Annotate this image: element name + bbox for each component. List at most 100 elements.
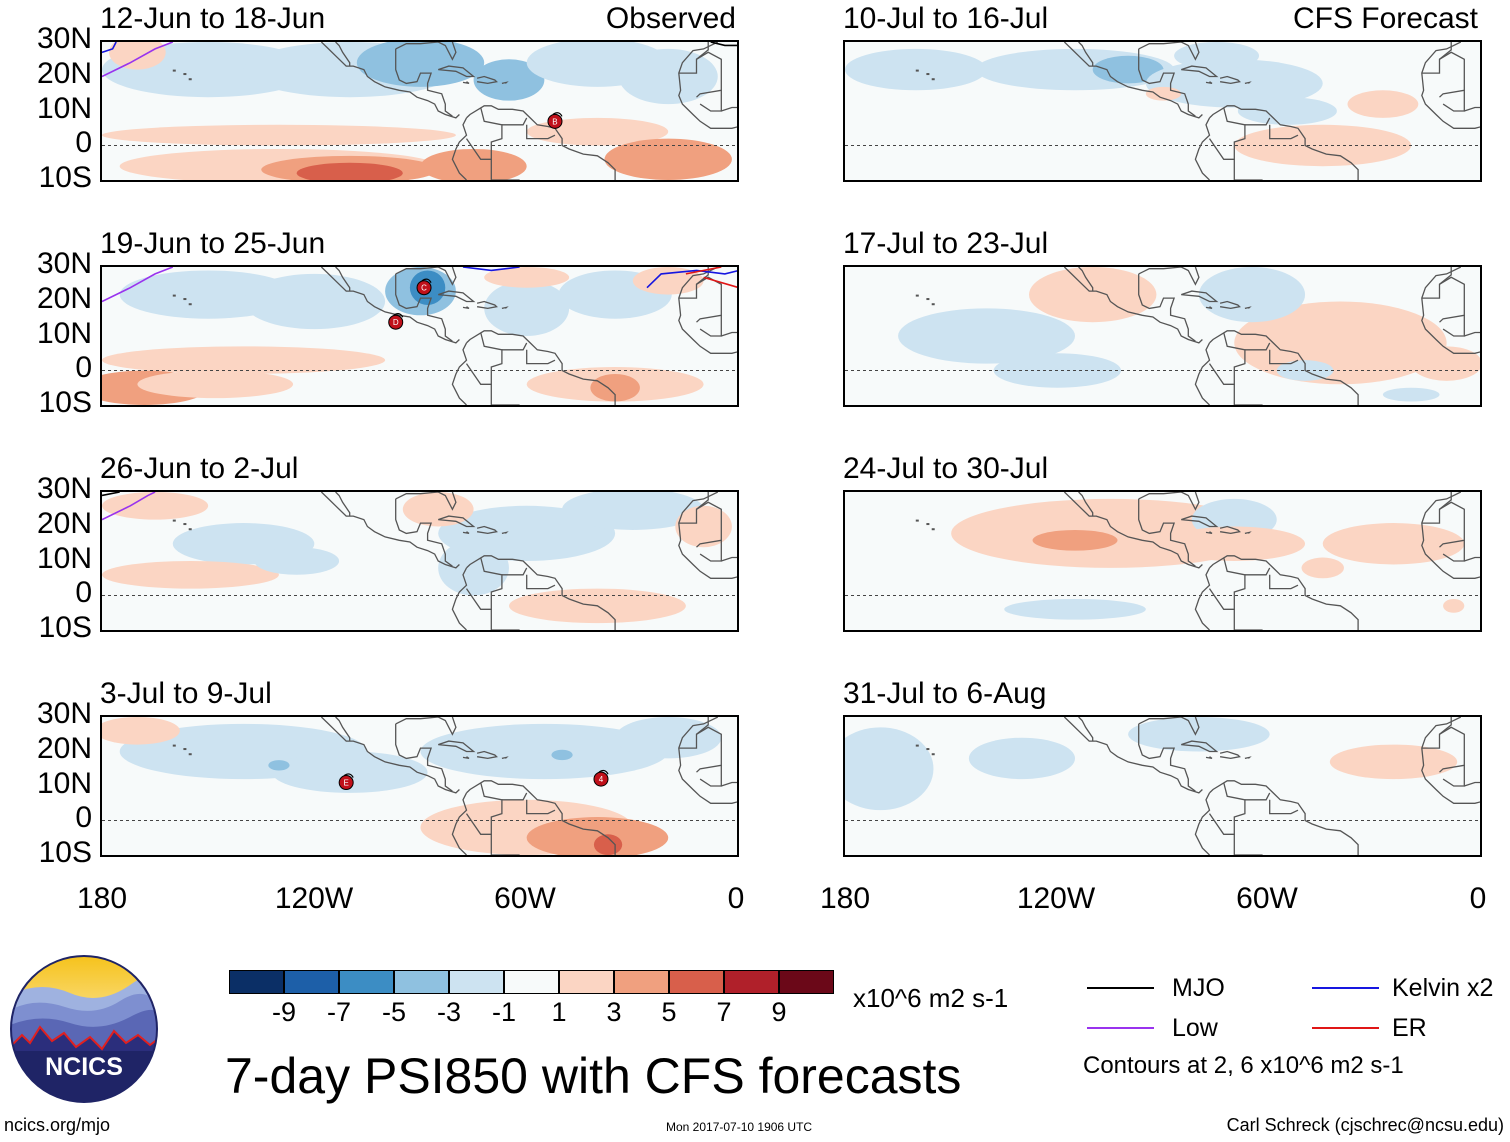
coastline [395,48,453,117]
psi850-map [845,492,1480,630]
coastline [1063,717,1203,794]
coastline [1138,717,1200,736]
lat-label: 20N [36,57,92,90]
panel-title: 10-Jul to 16-Jul [843,2,1049,35]
coastline [1439,717,1452,735]
panel-title: 26-Jun to 2-Jul [100,452,299,485]
anomaly-shading [420,148,527,180]
coastline [1208,107,1246,160]
anomaly-shading [420,723,669,780]
coastline [1205,306,1213,310]
forecast-map-panel [843,490,1482,632]
lat-label: 20N [36,282,92,315]
anomaly-shading [102,492,209,520]
forecast-map-panel [843,40,1482,182]
lon-label-right-180: 180 [819,882,871,915]
colorbar-tick-label: 3 [606,997,622,1027]
panel-title: 12-Jun to 18-Jun [100,2,326,35]
coastline [462,531,470,535]
coastline [320,267,460,344]
forecast-map-panel [843,715,1482,857]
coastline [1180,515,1219,528]
coastline [1244,756,1252,760]
anomaly-shading [618,48,718,105]
colorbar-swatch [779,970,834,994]
coastline [466,555,616,630]
colorbar-tick-label: 1 [551,997,567,1027]
coastline [501,567,528,576]
coastline [1269,349,1299,365]
coastline [1208,332,1246,385]
legend-line-low [1087,1027,1154,1029]
lat-label: 10S [38,836,92,869]
lat-label: 10N [36,317,92,350]
footer-author: Carl Schreck (cjschrec@ncsu.edu) [1226,1115,1504,1135]
coastline [465,782,503,835]
anomaly-shading [402,492,474,527]
anomaly-shading [268,760,290,771]
island [188,753,192,756]
legend-label-mjo: MJO [1172,974,1225,1002]
colorbar-swatch [449,970,504,994]
coastline [699,765,722,787]
logo-text: NCICS [45,1053,123,1081]
coastline [1138,498,1196,567]
coastline [1244,306,1252,310]
psi850-map [845,267,1480,405]
coastline [1138,42,1200,61]
coastline [462,756,470,760]
coastline [1078,42,1094,67]
coastline [678,42,737,129]
coastline [1208,782,1246,835]
ncics-logo: NCICS [10,955,158,1103]
coastline [1209,555,1359,630]
colorbar-swatch [669,970,724,994]
main-title: 7-day PSI850 with CFS forecasts [225,1048,962,1104]
anomaly-shading [1032,529,1118,551]
colorbar-swatch [504,970,559,994]
coastline [395,267,457,286]
coastline [699,90,722,112]
island [188,78,192,81]
coastline [678,51,722,98]
coastline [476,750,498,760]
lat-label: 10N [36,92,92,125]
coastline [501,342,528,351]
storm-marker[interactable]: E [338,773,354,791]
anomaly-shading [1322,523,1465,565]
storm-marker[interactable]: C [416,278,432,296]
coastline [1269,574,1299,590]
coastline [462,81,470,85]
coastline [1244,81,1252,85]
coastline [1078,267,1094,292]
observed-map-panel: B [100,40,739,182]
coastline [1194,567,1211,630]
footer-url[interactable]: ncics.org/mjo [4,1115,111,1135]
coastline [1464,556,1480,562]
storm-marker[interactable]: 4 [593,769,609,787]
colorbar-swatch [559,970,614,994]
anomaly-shading [473,59,545,101]
wave-contour [102,492,156,521]
coastline [1244,792,1271,801]
storm-marker[interactable]: B [547,112,563,129]
lon-label-right-120w: 120W [1016,882,1096,915]
coastline [1439,492,1452,510]
coastline [1209,330,1359,405]
anomaly-shading [254,547,340,575]
lon-label-left-60w: 60W [494,882,556,915]
island [172,69,176,72]
lat-label: 0 [75,351,92,384]
coastline [1464,781,1480,787]
anomaly-shading [845,48,987,91]
colorbar-tick-label: -1 [491,997,517,1027]
coastline [437,515,476,528]
lat-label: 0 [75,126,92,159]
anomaly-shading [604,138,732,180]
coastline [395,723,453,792]
psi850-map [845,717,1480,855]
island [926,748,930,751]
coastline [678,717,737,804]
storm-marker[interactable]: D [388,313,404,330]
anomaly-shading [968,737,1076,780]
